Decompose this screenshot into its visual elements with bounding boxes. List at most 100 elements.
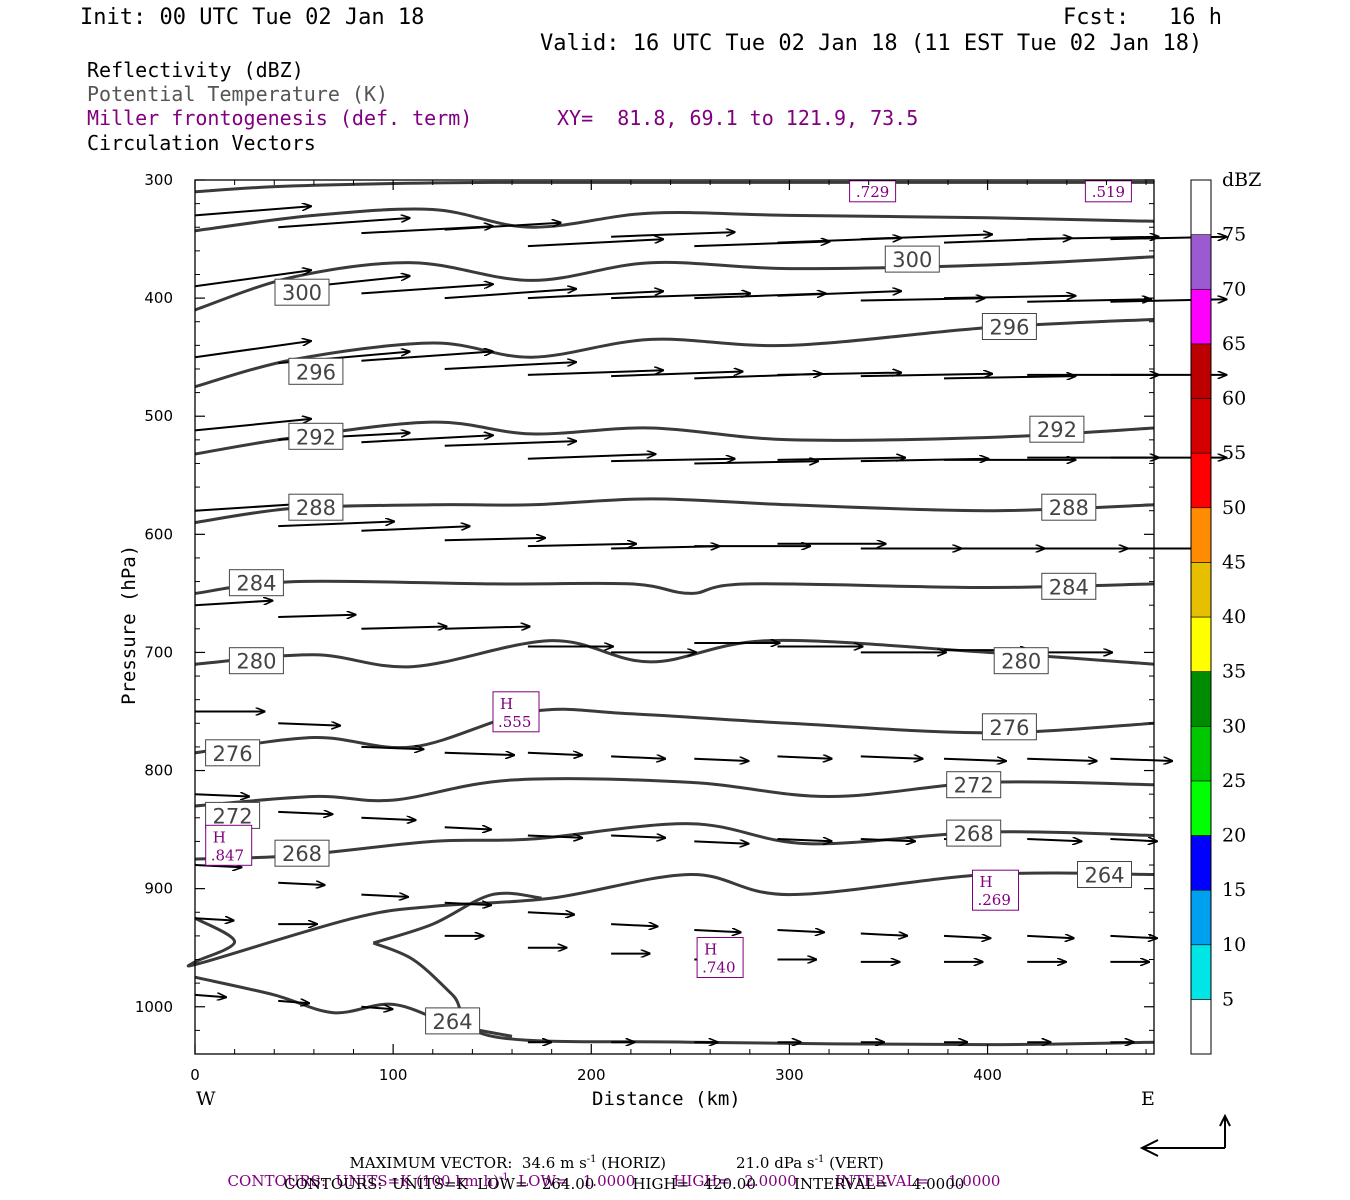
contour-label-box	[1077, 861, 1132, 888]
y-tick-label: 800	[144, 762, 173, 780]
circulation-vector	[361, 1007, 392, 1009]
circulation-vector	[1027, 299, 1151, 301]
contour-label: 296	[989, 316, 1029, 340]
y-tick-label: 700	[144, 643, 173, 661]
contour-label-box	[288, 493, 344, 521]
contour-label-box	[884, 245, 940, 273]
circulation-vector	[611, 756, 665, 758]
colorbar-segment	[1190, 179, 1212, 235]
colorbar-segment	[1190, 671, 1212, 727]
contour-label-box	[228, 647, 284, 675]
circulation-vector	[1027, 237, 1158, 239]
colorbar-label: 30	[1222, 715, 1246, 737]
fgen-max-box	[972, 869, 1019, 911]
colorbar-label: 45	[1222, 551, 1246, 573]
contour-label: 264	[1084, 864, 1124, 888]
fgen-contour-info: CONTOURS: UNITS=K (100 km h)-1 LOW= 1.00…	[227, 1172, 1001, 1190]
circulation-vector	[611, 836, 665, 838]
y-tick-label: 1000	[135, 998, 173, 1016]
fgen-max-h: H	[704, 941, 717, 959]
contour-label: 264	[433, 1010, 473, 1034]
theta-contour-info: CONTOURS: UNITS=K LOW= 264.00 HIGH= 420.…	[284, 1175, 965, 1193]
colorbar-segment	[1190, 288, 1212, 345]
fgen-max-value: .555	[498, 713, 531, 731]
circulation-vector	[943, 936, 990, 938]
circulation-vector	[278, 883, 324, 885]
circulation-vector	[1110, 759, 1172, 761]
fgen-max-box	[696, 937, 744, 978]
circulation-vector	[527, 836, 582, 838]
fgen-max-value: .729	[856, 183, 889, 201]
contour-label: 284	[1049, 575, 1089, 599]
y-tick-label: 300	[144, 171, 173, 189]
reference-vector	[1139, 1113, 1231, 1157]
contour-label: 300	[282, 281, 322, 305]
colorbar-label: 20	[1222, 825, 1246, 847]
circulation-vector	[860, 756, 923, 758]
circulation-vector	[611, 924, 657, 926]
colorbar-label: 75	[1222, 224, 1246, 246]
theta-contour-268	[194, 822, 1155, 861]
theta-contour-300	[194, 180, 1154, 194]
contour-label-box	[274, 839, 330, 867]
fgen-max-box	[1084, 180, 1132, 203]
contour-label: 284	[236, 572, 276, 596]
contour-label-box	[981, 713, 1037, 741]
circulation-vector	[278, 723, 340, 725]
circulation-vector	[278, 218, 409, 229]
circulation-vector	[194, 794, 249, 796]
colorbar-label: 25	[1222, 770, 1246, 792]
fgen-max-box	[849, 180, 897, 203]
contour-label: 268	[954, 822, 994, 846]
y-tick-label: 500	[144, 407, 173, 425]
circulation-vector	[694, 930, 740, 932]
circulation-vector	[777, 839, 832, 841]
colorbar-segment	[1190, 780, 1212, 836]
circulation-vector	[777, 291, 902, 297]
circulation-vector	[361, 435, 492, 444]
fgen-max-value: .847	[211, 846, 244, 864]
colorbar-label: 35	[1222, 661, 1246, 683]
circulation-vector	[527, 291, 663, 300]
circulation-vector	[194, 206, 311, 217]
contour-label-box	[946, 819, 1002, 847]
circulation-vector	[943, 296, 1075, 298]
circulation-vector	[777, 756, 832, 758]
contour-label: 276	[213, 742, 253, 766]
legend-vectors: Circulation Vectors	[87, 131, 316, 155]
fgen-max-h: H	[980, 873, 993, 891]
circulation-vector	[527, 239, 663, 248]
colorbar-label: 40	[1222, 606, 1246, 628]
circulation-vector	[278, 812, 332, 814]
circulation-vector	[444, 362, 576, 370]
circulation-vector	[694, 841, 748, 843]
circulation-vector	[777, 373, 902, 375]
circulation-vector	[694, 461, 818, 463]
colorbar-label: 10	[1222, 934, 1246, 956]
contour-label: 292	[1037, 418, 1077, 442]
circulation-vector	[444, 289, 576, 300]
circulation-vector	[527, 544, 636, 546]
colorbar-segment	[1190, 889, 1212, 946]
colorbar-label: 55	[1222, 442, 1246, 464]
circulation-vector	[611, 459, 735, 461]
contour-label: 268	[282, 842, 322, 866]
circulation-vector	[1027, 759, 1097, 761]
circulation-vector	[444, 538, 545, 540]
circulation-vector	[860, 234, 992, 241]
circulation-vector	[527, 912, 574, 914]
circulation-vector	[194, 504, 303, 512]
contour-label-box	[946, 771, 1002, 799]
contour-label: 276	[989, 716, 1029, 740]
colorbar-segment	[1190, 452, 1212, 509]
theta-contour-264	[186, 871, 1155, 968]
circulation-vector	[527, 753, 582, 755]
circulation-vector	[194, 601, 272, 607]
max-vector-info: MAXIMUM VECTOR: 34.6 m s-1 (HORIZ) 21.0 d…	[349, 1154, 884, 1172]
circulation-vector	[194, 865, 241, 867]
x-tick-label: 0	[190, 1066, 200, 1084]
cross-section-xy: XY= 81.8, 69.1 to 121.9, 73.5	[557, 106, 919, 130]
legend-frontogenesis: Miller frontogenesis (def. term)	[87, 106, 473, 130]
contour-label-box	[1041, 493, 1097, 521]
circulation-vector	[943, 376, 1075, 378]
